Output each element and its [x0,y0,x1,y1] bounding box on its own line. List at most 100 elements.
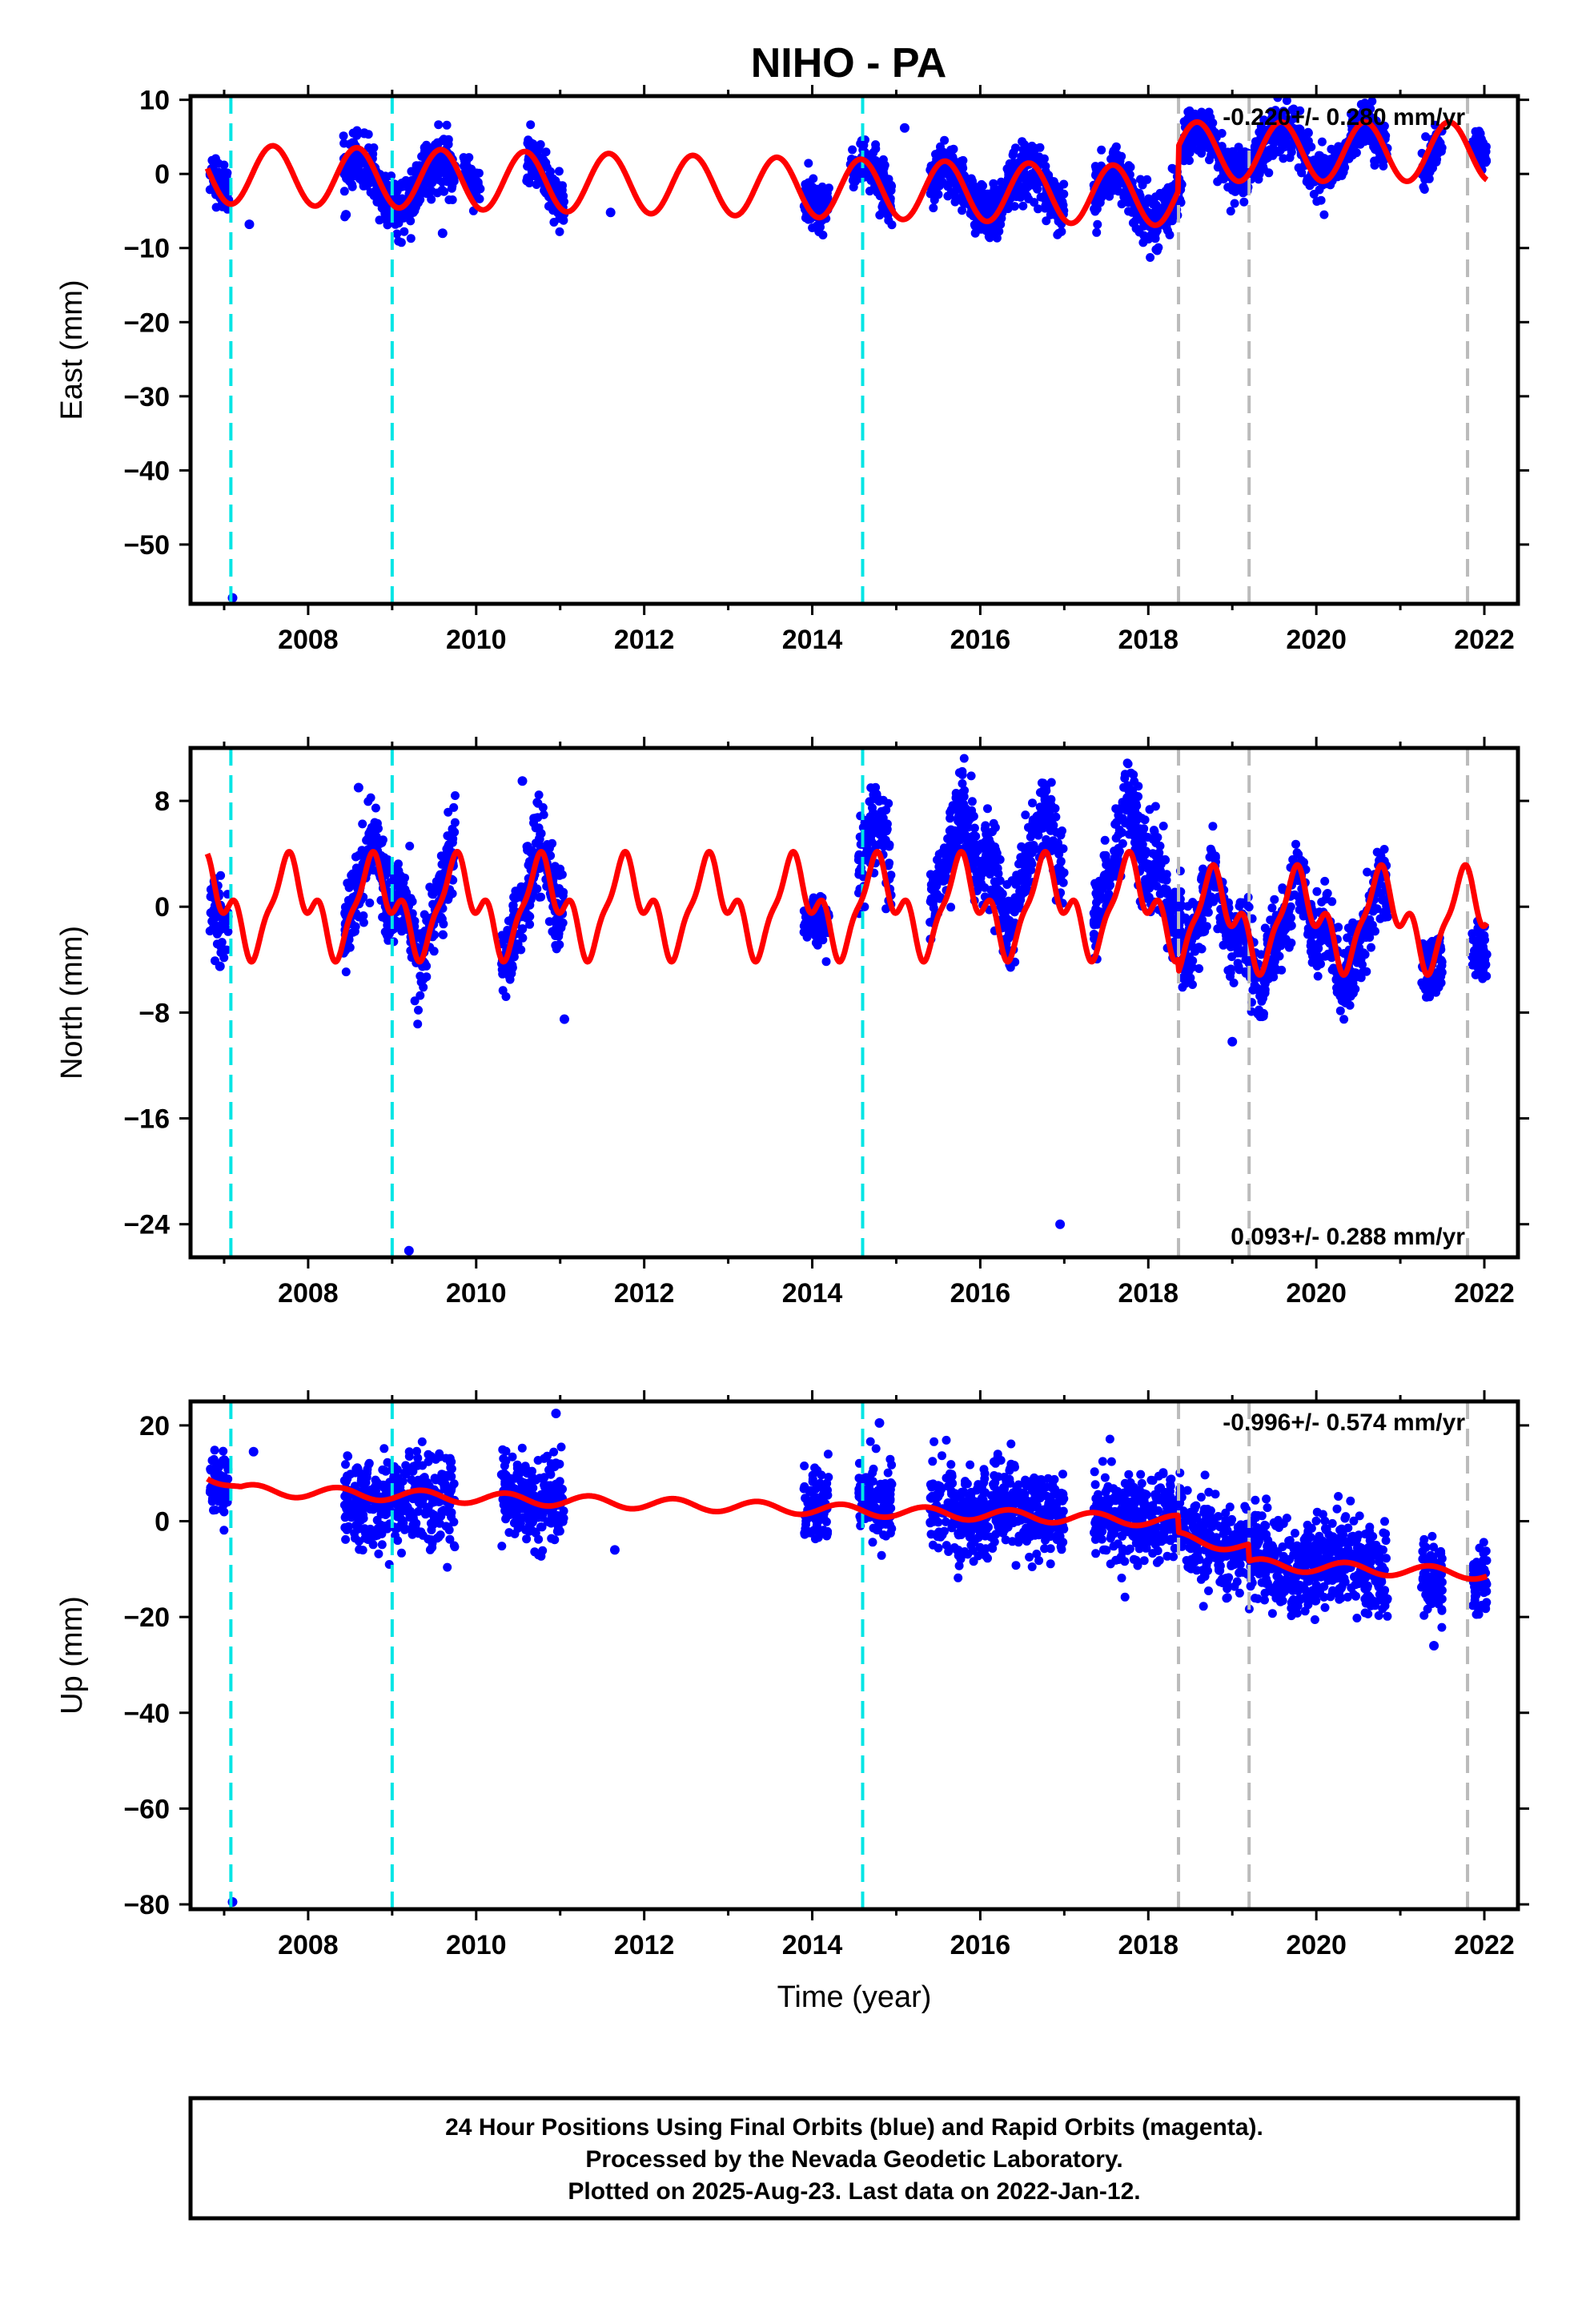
data-point [1100,835,1110,845]
data-point [1181,979,1191,988]
data-point [534,790,544,800]
data-point [551,941,560,950]
data-point [1358,960,1367,969]
data-point [1135,836,1145,846]
data-point [1124,161,1134,171]
data-point [848,145,857,155]
data-point [1128,810,1138,820]
data-point [414,1005,423,1015]
data-point [554,167,564,176]
data-point [445,171,454,181]
x-tick-label: 2022 [1454,625,1515,655]
data-point [1010,202,1019,211]
data-point [383,220,392,230]
x-tick-label: 2018 [1118,625,1178,655]
data-point [358,819,367,829]
data-point [804,159,813,168]
data-point [533,813,543,822]
data-point [1118,801,1127,810]
x-tick-label: 2020 [1286,625,1347,655]
data-point [1019,853,1029,862]
y-axis-label: East (mm) [55,279,89,420]
data-point [1289,114,1299,123]
data-point [218,175,227,184]
data-point [1055,871,1065,881]
data-point [1124,207,1134,216]
data-point [215,925,225,935]
data-point [431,140,440,150]
data-point [1034,822,1044,831]
data-point [393,211,403,220]
data-point [1134,782,1143,791]
data-point [1011,879,1021,889]
data-point [1431,120,1439,130]
data-point [1018,201,1028,211]
data-point [1002,164,1012,174]
data-point [1234,944,1243,954]
data-point [1111,142,1121,151]
data-point [383,211,392,220]
data-point [966,771,976,781]
data-point [555,870,564,880]
y-tick-label: −50 [123,530,170,561]
data-point [990,862,1000,871]
data-point [967,797,977,806]
data-point [865,797,875,806]
data-point [375,195,384,204]
data-point [1315,185,1324,195]
data-point [437,915,447,923]
data-point [555,227,564,236]
data-point [959,792,969,802]
data-point [822,197,832,207]
chart-title: NIHO - PA [751,40,947,86]
data-point [1259,115,1269,125]
rate-label: -0.220+/- 0.280 mm/yr [1223,104,1465,131]
data-point [970,228,980,238]
data-point [1154,868,1163,878]
data-point [1332,987,1342,997]
data-point [393,921,403,931]
data-point [1267,107,1276,116]
data-point [420,143,429,152]
data-point [1090,207,1100,216]
data-point [448,838,457,847]
data-point [1235,150,1245,159]
data-point [1028,798,1037,808]
data-point [1267,113,1277,123]
data-point [1028,815,1038,825]
y-tick-label: −40 [123,456,170,486]
data-point [1205,155,1214,165]
data-point [1202,922,1211,931]
data-point [438,930,448,939]
data-point [1124,783,1134,792]
data-point [1188,899,1198,908]
data-point [869,184,879,194]
data-point [968,176,977,186]
data-point [818,935,828,945]
data-point [1317,897,1327,907]
data-point [927,186,937,195]
data-point [1142,846,1150,856]
data-point [1151,838,1161,847]
data-point [954,834,964,843]
data-point [1162,875,1171,885]
data-point [1295,106,1305,115]
data-point [1239,188,1248,198]
data-point [1276,145,1285,155]
data-point [1142,175,1152,184]
data-point [1021,810,1030,820]
data-point [939,866,949,875]
data-point [1470,139,1480,148]
data-point [1102,880,1112,890]
data-point [969,811,978,821]
data-point [1239,197,1249,207]
data-point [1150,229,1160,239]
data-point [351,161,361,171]
data-point [1165,187,1174,197]
data-point [359,172,369,182]
data-point [216,870,226,880]
data-point [465,179,475,188]
data-point [1204,107,1214,117]
plot-frame [188,94,1520,606]
data-point [1319,210,1329,219]
